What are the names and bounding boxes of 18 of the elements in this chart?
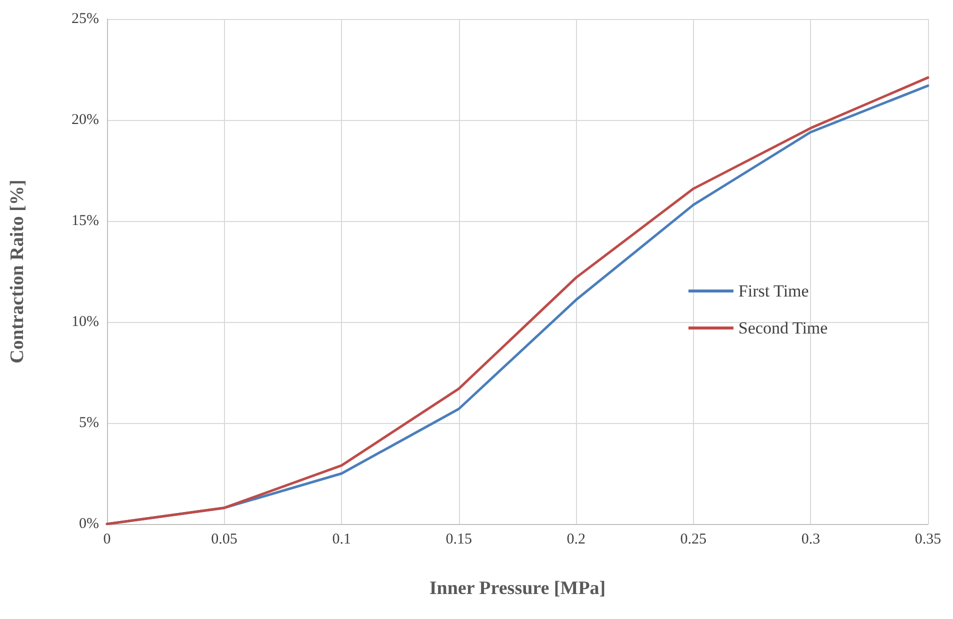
legend-label: Second Time xyxy=(738,318,828,338)
y-tick-label: 15% xyxy=(72,213,99,229)
y-tick-label: 20% xyxy=(72,112,99,128)
x-tick-label: 0.05 xyxy=(211,532,238,548)
x-tick-label: 0.2 xyxy=(566,532,586,548)
x-axis-title: Inner Pressure [MPa] xyxy=(429,578,606,599)
y-tick-label: 5% xyxy=(79,415,99,431)
legend-label: First Time xyxy=(738,282,809,300)
x-tick-label: 0.35 xyxy=(914,532,942,548)
y-tick-label: 25% xyxy=(72,11,99,27)
y-tick-label: 0% xyxy=(79,516,99,532)
x-tick-label: 0.3 xyxy=(801,532,820,548)
x-tick-label: 0 xyxy=(103,532,111,548)
y-tick-label: 10% xyxy=(72,314,99,330)
x-tick-label: 0.15 xyxy=(446,532,472,548)
x-tick-label: 0.1 xyxy=(332,532,351,548)
y-axis-title: Contraction Raito [%] xyxy=(7,180,28,364)
x-tick-label: 0.25 xyxy=(680,532,707,548)
